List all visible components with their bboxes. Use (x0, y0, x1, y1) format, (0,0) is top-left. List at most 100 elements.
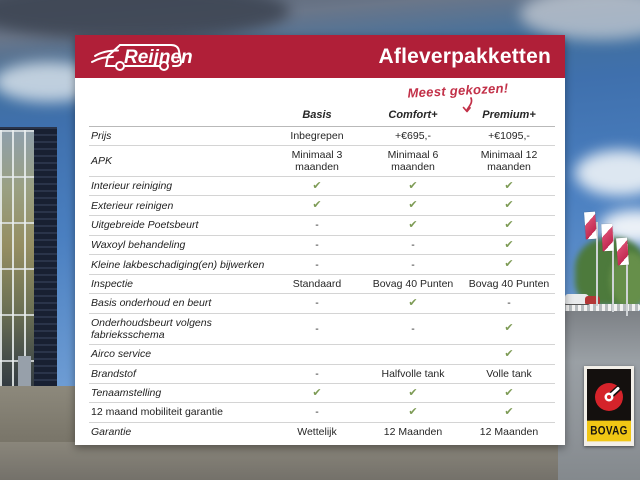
row-label: Waxoyl behandeling (91, 239, 186, 252)
flag-pole (612, 232, 614, 312)
package-cell: ✔ (312, 386, 322, 399)
table-row: Uitgebreide Poetsbeurt - ✔ ✔ (89, 216, 555, 236)
package-cell: Inbegrepen (290, 129, 344, 142)
table-row: Interieur reiniging ✔ ✔ ✔ (89, 177, 555, 197)
row-label: Kleine lakbeschadiging(en) bijwerken (91, 258, 265, 271)
card-header: Reijnen Afleverpakketten (75, 35, 565, 78)
table-row: Tenaamstelling ✔ ✔ ✔ (89, 384, 555, 404)
package-cell: Minimaal 12 maanden (480, 148, 538, 173)
corner-spacer (89, 112, 269, 118)
afleverpakketten-card: Reijnen Afleverpakketten Meest gekozen! … (75, 35, 565, 445)
table-header-row: Basis Comfort+ Premium+ (89, 105, 555, 127)
package-cell: ✔ (504, 199, 514, 212)
column-header-comfort: Comfort+ (388, 109, 438, 121)
package-cell (269, 351, 365, 357)
row-label: APK (91, 154, 113, 167)
bovag-emblem (587, 369, 631, 422)
dealer-flag (584, 211, 597, 240)
table-row: Prijs Inbegrepen +€695,- +€1095,- (89, 127, 555, 146)
row-label: Prijs (91, 129, 112, 142)
bovag-badge: BOVAG (584, 366, 634, 446)
table-row: Basis onderhoud en beurt - ✔ - (89, 294, 555, 314)
row-label: Basis onderhoud en beurt (91, 297, 212, 310)
package-cell: ✔ (408, 219, 418, 232)
package-cell: ✔ (312, 179, 322, 192)
package-cell: Volle tank (486, 367, 532, 380)
column-header-premium: Premium+ (482, 109, 536, 121)
package-cell: - (411, 322, 415, 335)
row-label: Interieur reiniging (91, 180, 173, 193)
guardrail (560, 304, 640, 311)
reijnen-car-icon: Reijnen (91, 43, 193, 71)
package-cell: - (507, 297, 511, 310)
row-label: Onderhoudsbeurt volgens fabrieksschema (91, 316, 212, 341)
package-cell: - (315, 406, 319, 419)
bovag-wheel-icon (595, 382, 624, 411)
table-row: Airco service ✔ (89, 345, 555, 365)
table-row: Garantie Wettelijk 12 Maanden 12 Maanden (89, 423, 555, 441)
table-row: Inspectie Standaard Bovag 40 Punten Bova… (89, 275, 555, 295)
package-cell: - (411, 258, 415, 271)
row-label: Brandstof (91, 367, 136, 380)
package-cell: - (411, 239, 415, 252)
package-cell: 12 Maanden (479, 425, 539, 438)
package-cell: - (315, 258, 319, 271)
row-label: 12 maand mobiliteit garantie (91, 406, 223, 419)
flag-pole (596, 222, 598, 306)
parked-car (565, 294, 589, 304)
package-cell: ✔ (504, 258, 514, 271)
package-cell (365, 351, 461, 357)
package-cell: Standaard (292, 278, 342, 291)
package-cell: Halfvolle tank (381, 367, 445, 380)
package-cell: - (315, 297, 319, 310)
reijnen-logo: Reijnen (91, 40, 213, 74)
package-cell: ✔ (312, 199, 322, 212)
package-cell: Bovag 40 Punten (468, 278, 550, 291)
package-cell: 12 Maanden (383, 425, 443, 438)
column-header-basis: Basis (302, 109, 332, 121)
package-cell: - (315, 322, 319, 335)
package-cell: Wettelijk (297, 425, 337, 438)
package-cell: ✔ (504, 406, 514, 419)
package-cell: ✔ (504, 238, 514, 251)
table-row: 12 maand mobiliteit garantie - ✔ ✔ (89, 403, 555, 423)
package-cell: - (315, 367, 319, 380)
table-row: Waxoyl behandeling - - ✔ (89, 236, 555, 256)
package-cell: ✔ (504, 179, 514, 192)
bovag-label: BOVAG (587, 420, 631, 442)
package-cell: Minimaal 6 maanden (387, 148, 439, 173)
package-cell: - (315, 239, 319, 252)
page-title: Afleverpakketten (378, 44, 551, 68)
row-label: Uitgebreide Poetsbeurt (91, 219, 199, 232)
package-cell: - (315, 219, 319, 232)
table-row: Brandstof - Halfvolle tank Volle tank (89, 365, 555, 384)
table-row: APK Minimaal 3 maanden Minimaal 6 maande… (89, 146, 555, 177)
package-cell: ✔ (408, 297, 418, 310)
parked-car (585, 296, 600, 304)
table-row: Onderhoudsbeurt volgens fabrieksschema -… (89, 314, 555, 345)
package-cell: +€695,- (395, 129, 431, 142)
package-cell: ✔ (504, 322, 514, 335)
package-cell: ✔ (408, 179, 418, 192)
meest-gekozen-annotation: Meest gekozen! (407, 80, 509, 101)
row-label: Inspectie (91, 278, 134, 291)
table-row: Exterieur reinigen ✔ ✔ ✔ (89, 196, 555, 217)
building-glass-facade (0, 130, 34, 388)
package-cell: +€1095,- (488, 129, 530, 142)
package-cell: ✔ (504, 219, 514, 232)
package-cell: ✔ (408, 199, 418, 212)
package-cell: ✔ (408, 386, 418, 399)
package-comparison-table: Basis Comfort+ Premium+ Prijs Inbegrepen… (89, 105, 555, 441)
package-cell: Bovag 40 Punten (372, 278, 454, 291)
logo-text: Reijnen (124, 47, 193, 68)
row-label: Exterieur reinigen (91, 199, 174, 212)
dealer-flag (601, 223, 614, 252)
flag-pole (626, 244, 628, 316)
dealer-flag (616, 237, 629, 266)
row-label: Airco service (91, 348, 152, 361)
white-cloud (575, 150, 640, 196)
row-label: Garantie (91, 425, 132, 438)
annotation-arrow-icon (462, 97, 473, 113)
pavement (0, 442, 640, 480)
package-cell: ✔ (408, 406, 418, 419)
